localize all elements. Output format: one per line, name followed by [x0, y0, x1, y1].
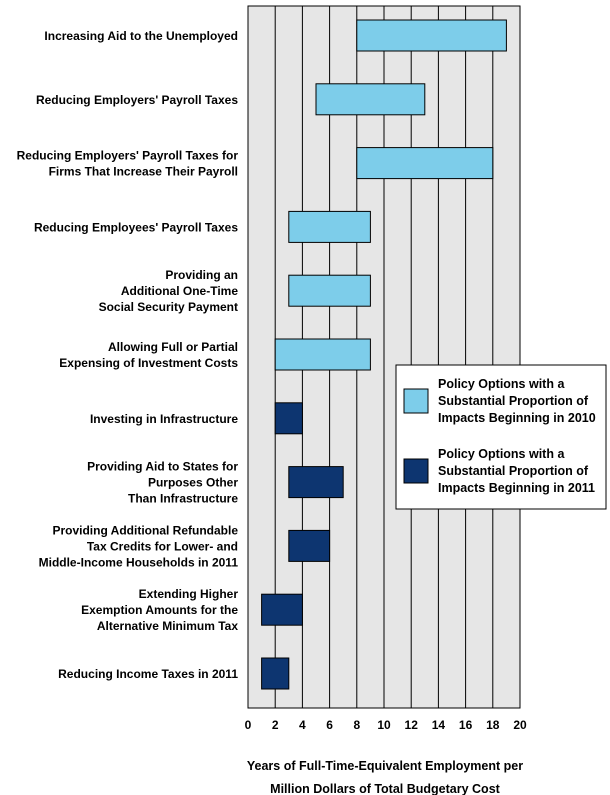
x-axis-title-line: Years of Full-Time-Equivalent Employment… — [247, 759, 523, 773]
bar — [261, 593, 303, 626]
bar — [274, 402, 303, 435]
legend-swatch — [403, 388, 429, 414]
category-label: Social Security Payment — [99, 300, 238, 314]
legend: Policy Options with a Substantial Proport… — [395, 364, 607, 510]
legend-swatch — [403, 458, 429, 484]
tick-label: 6 — [326, 718, 333, 732]
tick-label: 12 — [405, 718, 419, 732]
bar — [288, 274, 371, 307]
x-axis-title: Years of Full-Time-Equivalent Employment… — [247, 759, 523, 795]
category-label: Providing an — [165, 268, 238, 282]
tick-label: 16 — [459, 718, 473, 732]
bar — [274, 338, 371, 371]
category-label: Expensing of Investment Costs — [59, 356, 238, 370]
x-axis-title-line: Million Dollars of Total Budgetary Cost — [270, 782, 500, 795]
category-label: Exemption Amounts for the — [81, 603, 238, 617]
legend-box — [395, 364, 607, 510]
bars — [261, 19, 507, 690]
tick-label: 14 — [432, 718, 446, 732]
tick-label: 20 — [513, 718, 527, 732]
legend-label: Impacts Beginning in 2011 — [438, 481, 595, 495]
category-label: Middle-Income Households in 2011 — [39, 555, 239, 569]
category-label: Investing in Infrastructure — [90, 412, 238, 426]
tick-label: 0 — [245, 718, 252, 732]
category-label: Firms That Increase Their Payroll — [49, 165, 238, 179]
category-label: Tax Credits for Lower- and — [87, 539, 238, 553]
legend-label: Substantial Proportion of — [438, 394, 589, 408]
category-label: Providing Aid to States for — [87, 460, 238, 474]
category-label: Purposes Other — [148, 476, 238, 490]
legend-label: Substantial Proportion of — [438, 464, 589, 478]
gridlines — [274, 6, 494, 708]
tick-label: 10 — [377, 718, 391, 732]
tick-label: 8 — [353, 718, 360, 732]
category-label: Allowing Full or Partial — [108, 340, 238, 354]
bar — [288, 466, 344, 499]
bar — [288, 210, 371, 243]
category-label: Providing Additional Refundable — [52, 523, 238, 537]
legend-label: Impacts Beginning in 2010 — [438, 411, 596, 425]
category-label: Than Infrastructure — [128, 492, 238, 506]
category-label: Increasing Aid to the Unemployed — [44, 29, 238, 43]
x-axis-ticks: 0 2 4 6 8 10 12 14 16 18 20 — [245, 718, 527, 732]
bar — [315, 83, 426, 116]
tick-label: 2 — [272, 718, 279, 732]
legend-label: Policy Options with a — [438, 447, 565, 461]
tick-label: 4 — [299, 718, 306, 732]
category-label: Extending Higher — [139, 587, 239, 601]
category-label: Reducing Income Taxes in 2011 — [58, 667, 238, 681]
category-label: Reducing Employers' Payroll Taxes for — [17, 149, 239, 163]
bar — [356, 19, 507, 52]
category-label: Additional One-Time — [121, 284, 238, 298]
bar — [261, 657, 290, 690]
category-label: Reducing Employees' Payroll Taxes — [34, 220, 238, 234]
category-labels: Increasing Aid to the Unemployed Reducing… — [17, 29, 239, 681]
bar — [288, 529, 331, 562]
bar — [356, 147, 494, 180]
category-label: Alternative Minimum Tax — [97, 619, 238, 633]
legend-label: Policy Options with a — [438, 377, 565, 391]
tick-label: 18 — [486, 718, 500, 732]
category-label: Reducing Employers' Payroll Taxes — [36, 93, 238, 107]
